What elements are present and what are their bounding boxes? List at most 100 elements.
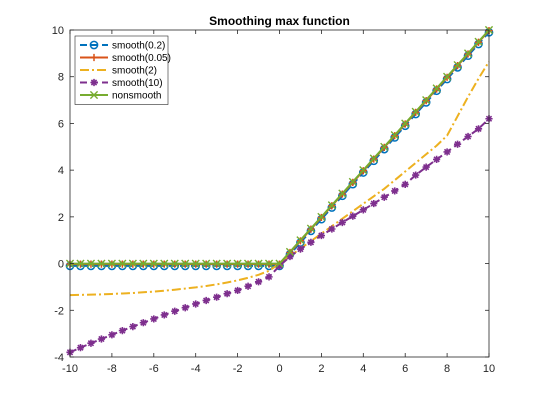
y-tick-label-4: 4 <box>58 165 64 177</box>
legend-marker-0-shape <box>89 40 99 50</box>
series-3-point-36 <box>443 148 451 156</box>
series-4-point-1 <box>76 259 85 268</box>
series-3-point-22-shape <box>296 245 305 253</box>
legend-label-1: smooth(0.05) <box>112 53 171 64</box>
series-4-point-35 <box>432 84 441 93</box>
series-4-point-17 <box>243 259 253 268</box>
series-4-point-25 <box>327 201 336 210</box>
series-4-point-5-shape <box>118 259 127 268</box>
x-tick-label-7: 4 <box>360 363 366 375</box>
series-3-point-3-shape <box>97 335 106 343</box>
series-3-point-10-shape <box>171 307 179 315</box>
series-4-point-6 <box>128 259 137 268</box>
series-3-point-27-shape <box>349 212 357 220</box>
series-layer <box>65 25 494 356</box>
series-4-point-11 <box>181 259 190 268</box>
series-4-point-36-shape <box>443 72 452 81</box>
legend-marker-1-shape <box>90 53 98 62</box>
series-4-point-33 <box>411 107 420 116</box>
series-3-point-15-shape <box>223 290 231 298</box>
x-tick-label-2: -6 <box>149 363 159 375</box>
series-4-point-28 <box>359 166 368 175</box>
series-3-point-37 <box>453 140 462 148</box>
legend-marker-3 <box>90 78 98 87</box>
series-3-point-36-shape <box>443 148 451 156</box>
series-3-point-6-shape <box>129 323 137 331</box>
series-3-point-25 <box>328 225 336 233</box>
series-3-point-8 <box>150 315 158 323</box>
series-3-point-26 <box>338 218 346 227</box>
series-4-point-14-shape <box>212 259 221 268</box>
series-3-point-15 <box>223 290 231 298</box>
series-4-point-26 <box>338 189 347 198</box>
series-4-point-29 <box>369 154 378 163</box>
y-tick-label-6: 8 <box>58 72 64 84</box>
series-4-point-32-shape <box>401 119 410 128</box>
series-3-point-13-shape <box>202 296 210 305</box>
series-4-point-33-shape <box>411 107 420 116</box>
series-4-point-24-shape <box>317 212 326 221</box>
series-3-point-11-shape <box>181 304 189 312</box>
legend: smooth(0.2)smooth(0.05) smooth(2)smooth(1… <box>74 35 171 105</box>
legend-label-4: nonsmooth <box>112 91 161 102</box>
legend-marker-0 <box>89 40 99 50</box>
series-4-point-30-shape <box>380 142 389 151</box>
series-4-point-13 <box>202 259 211 268</box>
series-4-point-15 <box>223 259 232 268</box>
series-3-point-34 <box>422 163 430 171</box>
series-3-point-24 <box>317 231 325 240</box>
series-4-point-19-shape <box>264 259 274 268</box>
series-3-point-32 <box>401 180 409 188</box>
series-4-point-32 <box>401 119 410 128</box>
y-tick-label-1: -2 <box>54 305 64 317</box>
series-4-point-9-shape <box>160 259 169 268</box>
series-3-point-14 <box>213 293 221 301</box>
series-3-point-21-shape <box>286 252 294 261</box>
series-4-point-38 <box>463 49 473 58</box>
series-4-point-17-shape <box>243 259 253 268</box>
series-4-point-8-shape <box>149 259 158 268</box>
series-3-point-18-shape <box>254 278 263 286</box>
series-4-point-22-shape <box>296 236 305 245</box>
series-3-point-5 <box>118 327 126 335</box>
legend-marker-1 <box>90 53 98 62</box>
series-4-point-38-shape <box>463 49 473 58</box>
series-3-point-31-shape <box>391 187 399 195</box>
series-4-point-5 <box>118 259 127 268</box>
series-4-point-4 <box>107 259 116 268</box>
x-tick-label-8: 6 <box>402 363 408 375</box>
series-3-line <box>69 118 490 354</box>
series-4-point-39 <box>474 37 483 46</box>
series-4-point-3 <box>97 259 106 268</box>
series-3-point-5-shape <box>118 327 126 335</box>
series-4-point-31-shape <box>390 131 399 140</box>
series-4-point-34-shape <box>422 95 431 105</box>
series-3-point-27 <box>349 212 357 220</box>
series-4-point-39-shape <box>474 37 483 46</box>
series-3-point-38 <box>464 132 472 141</box>
series-4-point-29-shape <box>369 154 378 163</box>
legend-label-2: smooth(2) <box>112 66 157 77</box>
series-3-point-2 <box>87 339 95 347</box>
series-3-point-7 <box>139 319 147 327</box>
series-3-point-4-shape <box>108 331 116 339</box>
series-3-point-19 <box>265 273 273 281</box>
series-3-point-16 <box>234 286 242 295</box>
series-4-point-7-shape <box>139 259 148 268</box>
series-3-point-29-shape <box>370 199 378 208</box>
series-4-point-28-shape <box>359 166 368 175</box>
series-4-point-21 <box>285 247 295 256</box>
legend-marker-4-shape <box>89 90 99 100</box>
series-3 <box>66 115 493 356</box>
x-tick-label-4: -2 <box>233 363 243 375</box>
series-3-point-3 <box>97 335 106 343</box>
series-3-point-38-shape <box>464 132 472 141</box>
series-4-point-3-shape <box>97 259 106 268</box>
series-2 <box>69 61 490 297</box>
x-tick-label-3: -4 <box>191 363 201 375</box>
series-3-point-33 <box>412 171 420 179</box>
series-3-point-20-shape <box>275 262 284 270</box>
series-4 <box>65 25 494 268</box>
series-3-point-35 <box>433 155 441 163</box>
